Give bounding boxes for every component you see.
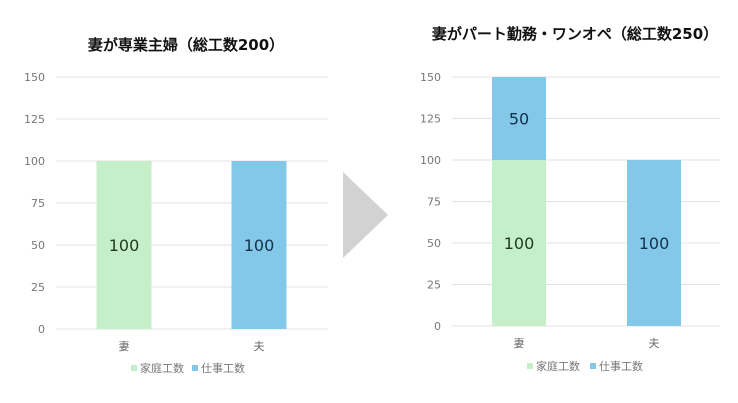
y-tick-label: 150: [420, 71, 441, 84]
bar-work: [492, 77, 546, 160]
arrow-right-icon: [343, 172, 388, 258]
data-label: 100: [639, 234, 670, 253]
category-label: 夫: [649, 337, 660, 350]
y-tick-label: 75: [427, 196, 441, 209]
legend-label: 仕事工数: [201, 362, 245, 375]
legend-label: 家庭工数: [536, 359, 580, 373]
y-tick-label: 100: [24, 155, 45, 168]
bar-household: [492, 160, 546, 326]
data-label: 100: [504, 234, 535, 253]
legend-swatch: [131, 365, 137, 371]
chart-title: 妻がパート勤務・ワンオペ（総工数250）: [432, 25, 718, 43]
legend-label: 仕事工数: [599, 360, 643, 373]
y-tick-label: 25: [427, 279, 441, 292]
category-label: 妻: [119, 340, 130, 353]
y-tick-label: 125: [24, 113, 45, 126]
data-label: 100: [109, 236, 140, 255]
legend-swatch: [527, 363, 533, 369]
y-tick-label: 25: [31, 281, 45, 294]
y-tick-label: 100: [420, 154, 441, 167]
bar-work: [231, 161, 287, 329]
category-label: 夫: [254, 340, 265, 353]
y-tick-label: 150: [24, 71, 45, 84]
data-label: 100: [244, 236, 275, 255]
y-tick-label: 75: [31, 197, 45, 210]
y-tick-label: 50: [427, 237, 441, 250]
y-tick-label: 125: [420, 113, 441, 126]
y-tick-label: 0: [38, 323, 45, 336]
chart-title: 妻が専業主婦（総工数200）: [88, 36, 284, 54]
bar-work: [627, 160, 681, 326]
legend-swatch: [192, 365, 198, 371]
legend-swatch: [590, 363, 596, 369]
y-tick-label: 50: [31, 239, 45, 252]
category-label: 妻: [514, 337, 525, 350]
data-label: 50: [509, 110, 529, 129]
bar-household: [96, 161, 152, 329]
y-tick-label: 0: [434, 320, 441, 333]
legend-label: 家庭工数: [140, 361, 184, 375]
